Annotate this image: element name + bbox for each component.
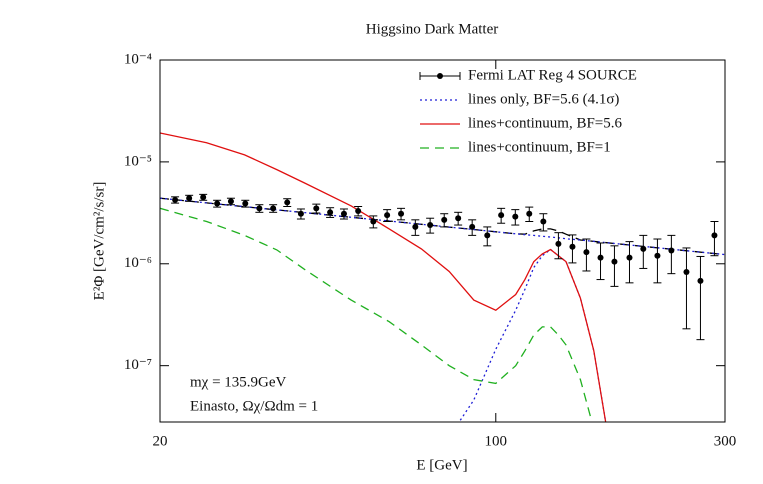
data-point <box>398 210 405 217</box>
curve <box>458 248 607 422</box>
data-point <box>640 245 647 252</box>
data-point <box>683 269 690 276</box>
x-tick-label: 300 <box>714 433 737 449</box>
data-point <box>668 247 675 254</box>
data-point <box>256 205 263 212</box>
x-axis-label: E [GeV] <box>416 457 467 473</box>
data-point <box>384 212 391 219</box>
plot-area <box>160 132 725 422</box>
data-point <box>569 243 576 250</box>
chart-title: Higgsino Dark Matter <box>366 21 498 37</box>
data-point <box>441 216 448 223</box>
curve <box>160 132 607 422</box>
data-point <box>697 277 704 284</box>
y-tick-label: 10⁻⁶ <box>124 255 152 271</box>
data-point <box>370 218 377 225</box>
curve <box>160 207 593 422</box>
legend-label: lines+continuum, BF=5.6 <box>468 115 623 131</box>
data-point <box>597 254 604 261</box>
data-point <box>654 252 661 259</box>
annotation: Einasto, Ωχ/Ωdm = 1 <box>190 398 318 414</box>
x-tick-label: 100 <box>485 433 508 449</box>
legend-label: lines only, BF=5.6 (4.1σ) <box>468 91 619 107</box>
data-point <box>626 254 633 261</box>
legend-label: Fermi LAT Reg 4 SOURCE <box>468 67 637 83</box>
data-point <box>284 199 291 206</box>
data-point <box>242 200 249 207</box>
annotation: mχ = 135.9GeV <box>190 374 287 390</box>
data-point <box>227 198 234 205</box>
data-point <box>214 200 221 207</box>
y-tick-label: 10⁻⁷ <box>124 357 152 373</box>
data-point <box>469 223 476 230</box>
data-point <box>270 205 277 212</box>
data-point <box>512 213 519 220</box>
data-point <box>555 240 562 247</box>
data-point <box>611 258 618 265</box>
data-point <box>186 195 193 202</box>
x-tick-label: 20 <box>153 433 168 449</box>
data-point <box>498 212 505 219</box>
data-point <box>355 207 362 214</box>
data-point <box>327 209 334 216</box>
data-point <box>455 215 462 222</box>
data-point <box>172 196 179 203</box>
y-axis-label: E²Φ [GeV/cm²/s/sr] <box>91 182 107 301</box>
data-point <box>200 194 207 201</box>
data-point <box>526 210 533 217</box>
legend-label: lines+continuum, BF=1 <box>468 139 611 155</box>
data-point <box>711 232 718 239</box>
data-point <box>427 222 434 229</box>
data-point <box>412 223 419 230</box>
plot-frame <box>159 59 726 423</box>
y-tick-label: 10⁻⁴ <box>124 51 152 67</box>
data-point <box>313 205 320 212</box>
data-point <box>340 210 347 217</box>
data-point <box>297 210 304 217</box>
data-point <box>583 249 590 256</box>
data-point <box>540 218 547 225</box>
y-tick-label: 10⁻⁵ <box>124 153 152 169</box>
legend-mark <box>437 73 443 79</box>
data-point <box>484 232 491 239</box>
